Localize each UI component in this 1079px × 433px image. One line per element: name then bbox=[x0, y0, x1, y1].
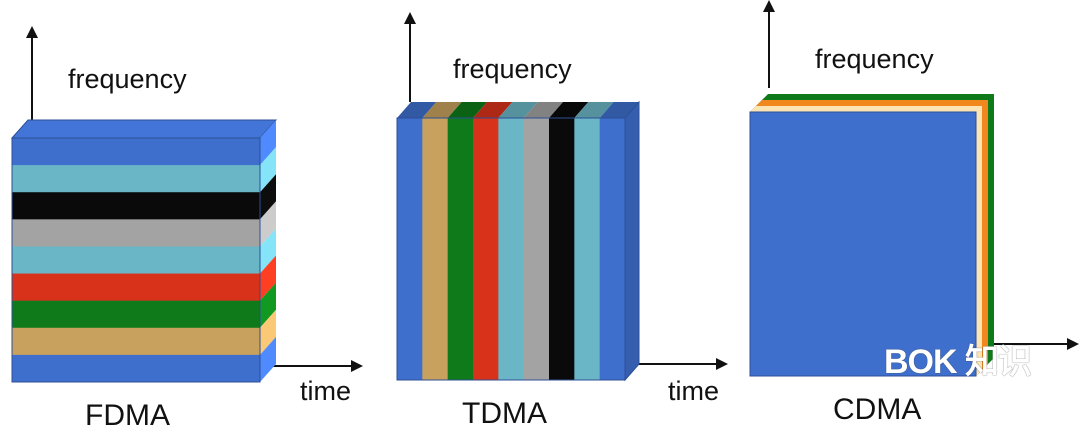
fdma-block-top bbox=[10, 119, 278, 139]
tdma-block-outline bbox=[396, 117, 626, 381]
fdma-band-8-side bbox=[260, 309, 276, 355]
tdma-slot-2 bbox=[422, 118, 449, 380]
fdma-band-8 bbox=[12, 327, 260, 356]
fdma-band-4 bbox=[12, 219, 260, 247]
tdma-time-label: time bbox=[668, 376, 720, 406]
tdma-block-side bbox=[624, 100, 640, 382]
fdma-band-9 bbox=[12, 354, 260, 383]
tdma-slot-1-top bbox=[397, 102, 437, 118]
watermark-logo: BOK 知识 bbox=[884, 343, 1032, 381]
tdma-frequency-label: frequency bbox=[453, 54, 572, 84]
cdma-time-axis-head bbox=[1067, 338, 1079, 350]
fdma-band-6-side bbox=[260, 255, 276, 301]
tdma-title: TDMA bbox=[462, 397, 547, 430]
fdma-band-6 bbox=[12, 273, 260, 302]
cdma-frequency-axis-head bbox=[763, 0, 775, 12]
fdma-time-label: time bbox=[300, 376, 352, 406]
fdma-band-4-side bbox=[260, 201, 276, 247]
fdma-frequency-label: frequency bbox=[68, 64, 187, 94]
cdma-layer-front bbox=[749, 111, 977, 377]
tdma-slot-3-top bbox=[447, 102, 487, 118]
fdma-band-9-side bbox=[260, 336, 276, 382]
tdma-slot-4-top bbox=[473, 102, 513, 118]
tdma-time-axis-head bbox=[716, 358, 728, 370]
tdma-frequency-axis-head bbox=[404, 12, 416, 24]
fdma-band-1 bbox=[12, 138, 260, 166]
tdma-slot-6-top bbox=[523, 102, 563, 118]
fdma-frequency-axis-head bbox=[26, 26, 38, 38]
tdma-slot-8 bbox=[574, 118, 601, 380]
fdma-time-axis-head bbox=[351, 360, 363, 372]
fdma-block-outline bbox=[11, 137, 261, 383]
tdma-slot-5-top bbox=[498, 102, 538, 118]
tdma-slot-2-top bbox=[422, 102, 462, 118]
fdma-band-5-side bbox=[260, 228, 276, 274]
tdma-slot-5 bbox=[498, 118, 525, 380]
tdma-slot-9-top bbox=[599, 102, 639, 118]
tdma-slot-1 bbox=[397, 118, 423, 380]
tdma-slot-8-top bbox=[574, 102, 614, 118]
tdma-slot-3 bbox=[447, 118, 474, 380]
tdma-slot-6 bbox=[523, 118, 550, 380]
tdma-slot-7 bbox=[549, 118, 575, 380]
fdma-band-1-side bbox=[260, 120, 276, 166]
cdma-title: CDMA bbox=[833, 393, 922, 426]
fdma-band-2 bbox=[12, 165, 260, 193]
tdma-slot-4 bbox=[473, 118, 499, 380]
fdma-band-3-side bbox=[260, 174, 276, 220]
cdma-frequency-label: frequency bbox=[815, 44, 934, 74]
tdma-slot-9 bbox=[599, 118, 626, 380]
fdma-band-3 bbox=[12, 192, 260, 220]
fdma-band-7-side bbox=[260, 282, 276, 328]
fdma-title: FDMA bbox=[85, 399, 170, 432]
fdma-band-7 bbox=[12, 300, 260, 329]
tdma-slot-7-top bbox=[549, 102, 589, 118]
fdma-band-2-side bbox=[260, 147, 276, 193]
fdma-band-5 bbox=[12, 246, 260, 275]
